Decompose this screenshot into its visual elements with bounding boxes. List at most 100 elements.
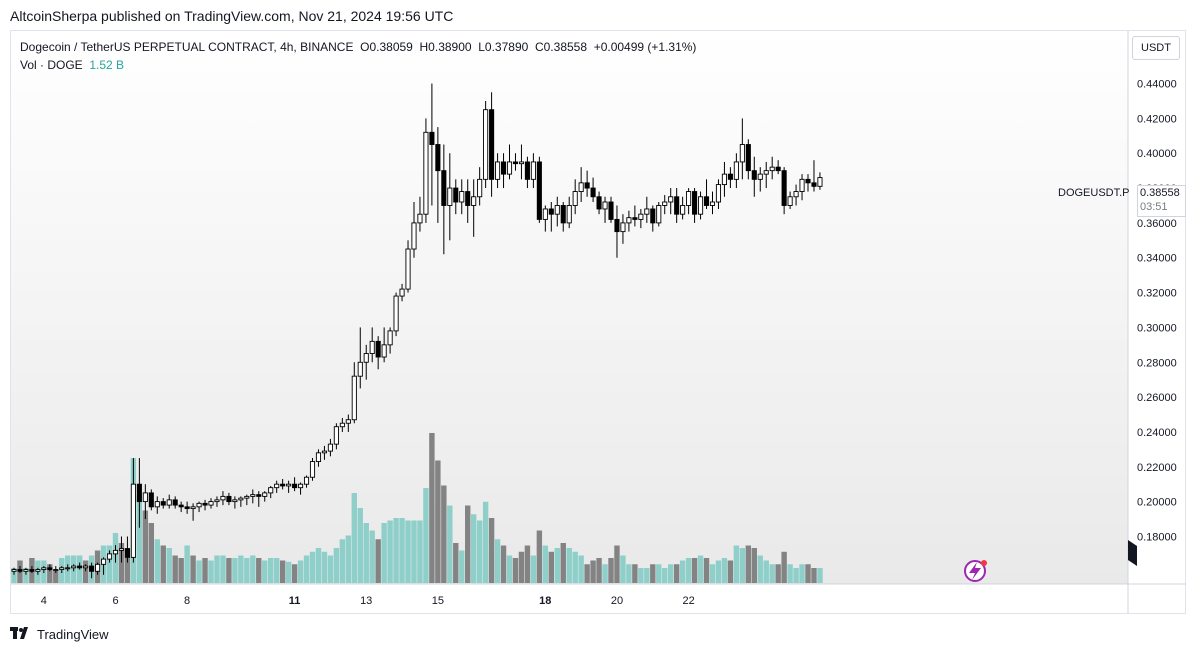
candle <box>357 327 363 389</box>
candle <box>23 567 29 575</box>
volume-bar <box>154 539 160 583</box>
volume-label[interactable]: Vol · DOGE <box>20 58 83 72</box>
volume-bar <box>524 545 531 583</box>
x-tick-label: 22 <box>682 595 694 607</box>
candle-body <box>71 565 77 569</box>
candle <box>566 196 572 229</box>
candle-body <box>817 177 823 187</box>
volume-bar <box>721 558 728 583</box>
candle-body <box>369 340 375 354</box>
candles <box>11 83 823 579</box>
candle-body <box>471 196 477 206</box>
legend-title[interactable]: Dogecoin / TetherUS PERPETUAL CONTRACT, … <box>20 40 354 54</box>
candle-body <box>423 131 429 215</box>
candle <box>226 492 232 506</box>
candle-body <box>512 161 519 165</box>
candle <box>41 566 47 574</box>
volume-bar <box>393 518 399 583</box>
candle-body <box>35 569 41 572</box>
volume-bar <box>554 548 560 583</box>
y-tick-label: 0.24000 <box>1137 427 1177 439</box>
candle-body <box>286 483 292 487</box>
volume-bar <box>811 568 817 583</box>
volume-bar <box>441 485 447 583</box>
candle <box>196 501 202 513</box>
lightning-icon[interactable] <box>964 560 987 582</box>
volume-bar <box>590 560 596 583</box>
candle-body <box>590 187 596 198</box>
volume-bar <box>632 564 638 583</box>
chart-frame[interactable] <box>10 30 1186 614</box>
candle <box>638 208 644 229</box>
candle-body <box>518 161 524 165</box>
volume-bar <box>465 505 471 583</box>
candle <box>89 562 95 579</box>
volume-bar <box>644 568 650 583</box>
candle <box>17 566 23 574</box>
footer[interactable]: TradingView <box>10 626 109 643</box>
candle <box>160 498 166 509</box>
candle-body <box>178 504 184 508</box>
candle-body <box>23 569 29 572</box>
volume-bar <box>512 558 519 583</box>
volume-bar <box>124 548 131 583</box>
candle-body <box>17 569 23 572</box>
candle <box>781 167 787 215</box>
candle <box>268 485 274 499</box>
volume-bar <box>572 551 578 583</box>
candle <box>674 188 680 223</box>
candle-body <box>596 196 602 210</box>
candle-body <box>668 196 674 203</box>
candle <box>411 202 417 258</box>
price-scale-marker <box>1128 540 1137 566</box>
volume-bar <box>626 564 632 583</box>
candle <box>626 210 632 232</box>
candle <box>298 482 304 495</box>
candle-body <box>536 161 542 220</box>
candle-body <box>709 201 716 206</box>
currency-button[interactable]: USDT <box>1132 36 1180 60</box>
candle <box>280 478 286 490</box>
candle-body <box>298 483 304 489</box>
candle <box>680 196 686 220</box>
candle <box>71 564 77 572</box>
candle <box>692 188 698 223</box>
candle <box>220 491 226 506</box>
candle-body <box>375 340 381 358</box>
candle <box>578 167 584 202</box>
candle-body <box>11 569 17 572</box>
candle <box>423 118 429 223</box>
candle-body <box>805 178 811 184</box>
candle <box>345 414 351 432</box>
volume-bar <box>202 558 208 583</box>
candle <box>154 496 160 514</box>
candle-body <box>417 213 423 224</box>
volume-bar <box>476 520 483 583</box>
candle-body <box>148 492 154 508</box>
candle-body <box>698 196 704 215</box>
candle <box>339 418 345 432</box>
candle <box>274 480 280 493</box>
candle-body <box>644 208 650 215</box>
candle <box>429 83 435 206</box>
candle <box>709 191 716 215</box>
volume-bar <box>262 560 268 583</box>
candle-body <box>721 173 727 186</box>
volume-bar <box>273 558 280 583</box>
candle-body <box>578 182 584 192</box>
volume-bar <box>679 560 686 583</box>
candle-body <box>387 330 393 346</box>
candle <box>250 489 256 504</box>
volume-bar <box>357 508 363 583</box>
legend-high: H0.38900 <box>419 40 472 54</box>
candle-body <box>733 161 739 180</box>
candle <box>118 536 125 563</box>
candle-body <box>65 567 71 570</box>
bar-countdown: 03:51 <box>1140 201 1168 213</box>
candle <box>459 179 465 215</box>
volume-bar <box>369 530 375 583</box>
volume-bar <box>799 564 805 583</box>
candle-body <box>692 191 698 215</box>
candle-body <box>787 196 793 206</box>
